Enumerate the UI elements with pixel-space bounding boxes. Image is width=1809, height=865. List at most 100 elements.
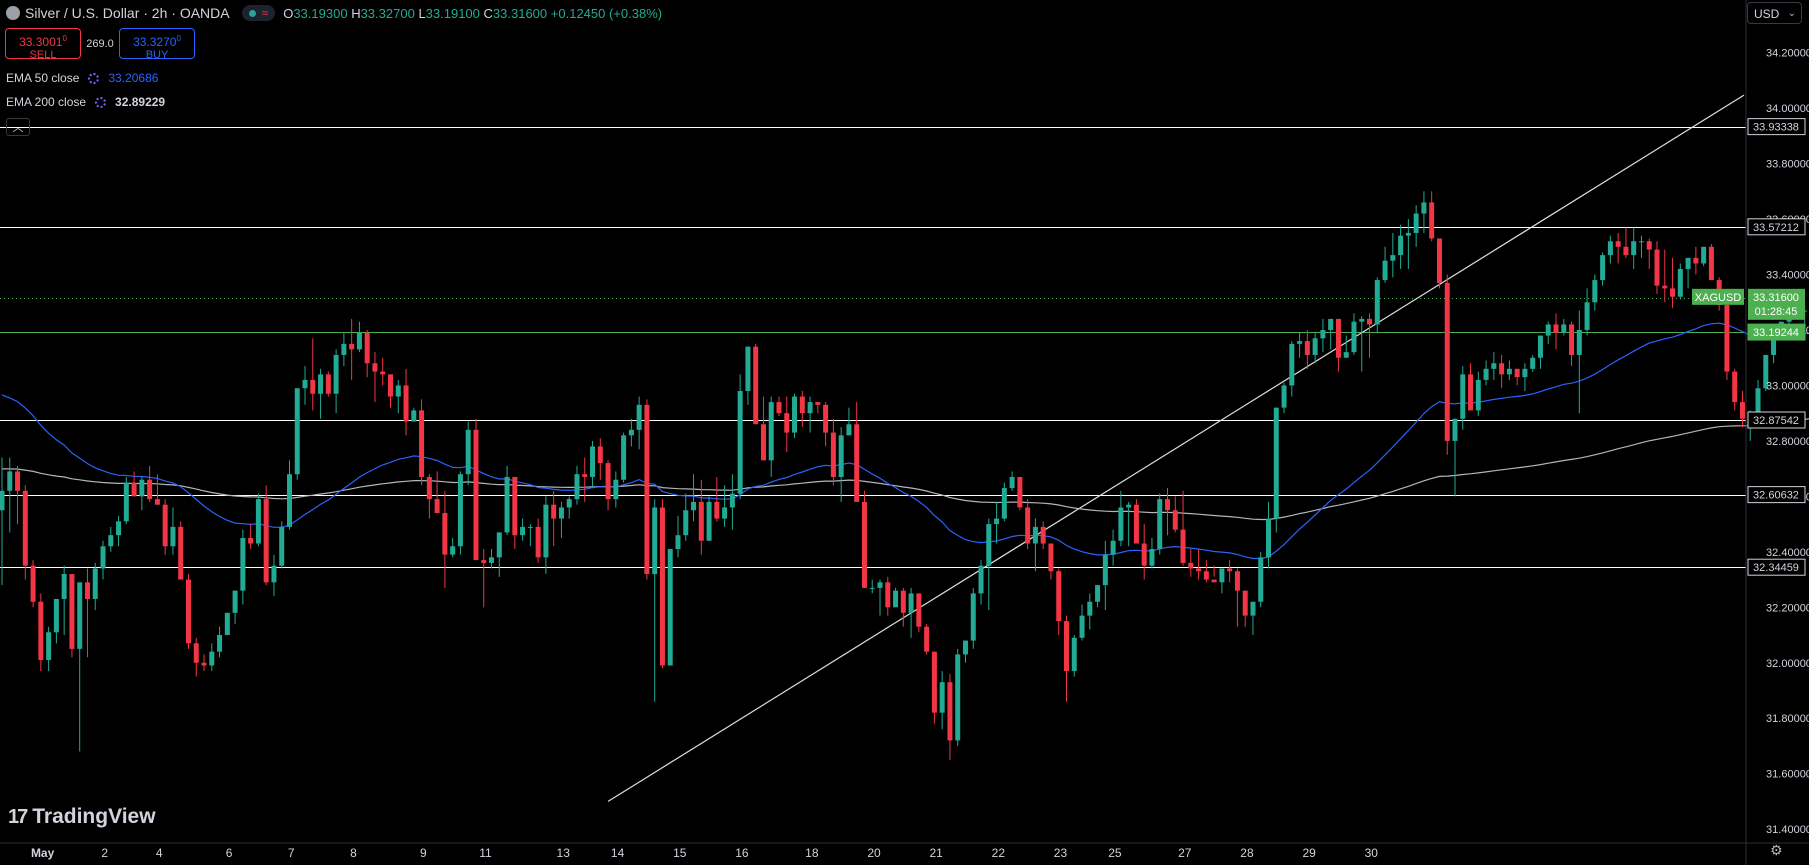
candle [1654, 241, 1660, 294]
candle [224, 612, 230, 636]
candle-body [53, 598, 59, 633]
candle-body [108, 535, 114, 547]
candle [325, 371, 331, 397]
collapse-legend-button[interactable]: ︿ [6, 118, 30, 136]
candle-body [760, 424, 766, 461]
candle-body [1600, 255, 1606, 281]
indicator-ema200[interactable]: EMA 200 close 32.89229 [6, 93, 165, 111]
candle [737, 374, 743, 500]
candle-body [46, 632, 52, 660]
candle-body [1499, 363, 1505, 375]
candle-body [1009, 476, 1015, 489]
candle-body [605, 463, 611, 500]
candle-body [597, 446, 603, 464]
candle-body [395, 385, 401, 397]
candle [248, 524, 254, 550]
ema50-line [1, 322, 1809, 560]
candle-body [15, 471, 21, 491]
time-tick-label: 6 [226, 846, 233, 860]
candle-body [372, 363, 378, 372]
candle-body [442, 513, 448, 555]
candle [1211, 565, 1217, 583]
candle-body [1708, 246, 1714, 281]
candle [1180, 490, 1186, 566]
chart-header: Silver / U.S. Dollar · 2h · OANDA ≈ O33.… [6, 3, 662, 23]
candle [1607, 235, 1613, 264]
candle-body [986, 524, 992, 566]
candle-body [232, 590, 238, 613]
level-tag-label: 33.93338 [1753, 122, 1799, 134]
candle-body [1755, 388, 1761, 419]
symbol-tag [1692, 288, 1744, 305]
price-tick-label: 33.00000 [1766, 380, 1809, 392]
gear-icon[interactable]: ⚙ [1770, 842, 1783, 858]
candle-body [248, 537, 254, 544]
price-tick-label: 31.60000 [1766, 769, 1809, 781]
candle-body [1724, 305, 1730, 372]
candle-body [154, 499, 160, 505]
candle-body [1771, 329, 1777, 355]
candle [1436, 238, 1442, 289]
candle-body [1654, 249, 1660, 286]
candle [1196, 549, 1202, 580]
candle [426, 474, 432, 519]
candle [1677, 263, 1683, 300]
candle [411, 407, 417, 422]
candle-body [1025, 507, 1031, 544]
symbol-tag-label: XAGUSD [1695, 292, 1742, 304]
candle-body [644, 404, 650, 575]
candle-body [1017, 476, 1023, 508]
candle-body [30, 565, 36, 602]
candle [916, 593, 922, 633]
candle [1032, 518, 1038, 572]
candle [255, 493, 261, 547]
candle-body [217, 635, 223, 652]
candle [504, 465, 510, 536]
indicator-ema50[interactable]: EMA 50 close 33.20686 [6, 69, 158, 87]
candle [628, 418, 634, 447]
candle [1219, 568, 1225, 594]
candle-body [877, 582, 883, 588]
currency-select[interactable]: USD ⌄ [1747, 2, 1802, 24]
candle [760, 396, 766, 461]
candle [1374, 277, 1380, 333]
candle-body [489, 557, 495, 563]
candle-body [543, 504, 549, 558]
candle-body [77, 582, 83, 649]
current-price-tag [1748, 288, 1805, 320]
candle [489, 549, 495, 569]
candle [53, 598, 59, 644]
sell-button[interactable]: 33.30010 SELL [5, 28, 81, 61]
candle [939, 671, 945, 730]
buy-button[interactable]: 33.32700 BUY [119, 28, 195, 61]
candle [543, 496, 549, 575]
candle-body [271, 565, 277, 583]
candle-body [722, 507, 728, 519]
candle [341, 332, 347, 367]
candle-body [434, 499, 440, 514]
ohlc-values: O33.19300 H33.32700 L33.19100 C33.31600 … [283, 6, 662, 21]
candle [931, 651, 937, 724]
candle-body [636, 404, 642, 430]
candle-body [962, 640, 968, 655]
candle [310, 338, 316, 411]
candle-body [683, 510, 689, 536]
candle [302, 366, 308, 405]
candle-body [1141, 543, 1147, 566]
candle-body [504, 476, 510, 533]
time-tick-label: 27 [1178, 846, 1192, 860]
symbol-title[interactable]: Silver / U.S. Dollar · 2h · OANDA [25, 5, 230, 21]
candle-body [955, 654, 961, 741]
candle-body [838, 435, 844, 477]
candle-body [1475, 379, 1481, 411]
candle [1063, 615, 1069, 702]
open-value: 33.19300 [293, 5, 348, 21]
tradingview-logo[interactable]: 17 TradingView [8, 805, 156, 829]
candle-body [737, 390, 743, 494]
candle-body [1040, 526, 1046, 544]
buy-price: 33.3270 [133, 35, 177, 49]
candle [613, 471, 619, 508]
market-status-pill[interactable]: ≈ [241, 5, 276, 21]
candle [900, 587, 906, 627]
